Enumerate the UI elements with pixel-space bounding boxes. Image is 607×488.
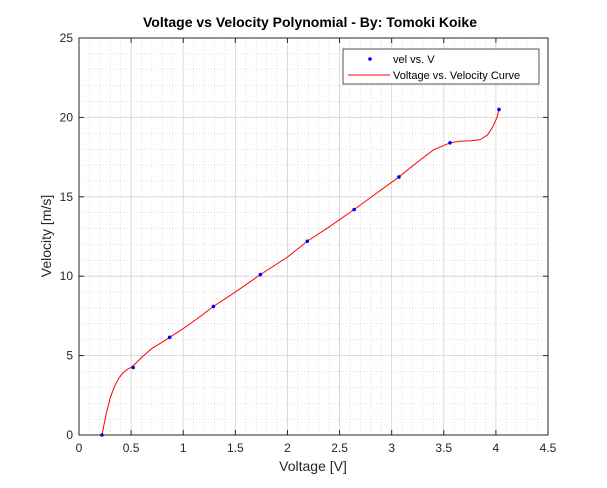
x-axis-label: Voltage [V] bbox=[279, 458, 347, 474]
data-point bbox=[448, 141, 452, 145]
plot-frame bbox=[78, 37, 549, 436]
data-point bbox=[497, 107, 501, 112]
y-tick-label: 10 bbox=[60, 269, 74, 283]
data-point bbox=[258, 272, 263, 277]
x-tick-label: 2.5 bbox=[331, 441, 348, 455]
data-point bbox=[397, 175, 401, 179]
data-point bbox=[352, 207, 356, 212]
series-line-velocity-curve bbox=[101, 109, 500, 436]
y-axis-label: Velocity [m/s] bbox=[38, 195, 54, 277]
chart-title: Voltage vs Velocity Polynomial - By: Tom… bbox=[143, 14, 477, 30]
legend-box bbox=[342, 48, 540, 85]
x-tick-label: 0 bbox=[76, 441, 83, 455]
legend-entry-0: vel vs. V bbox=[393, 54, 435, 66]
series-layer bbox=[100, 107, 501, 437]
y-tick-label: 15 bbox=[60, 190, 74, 204]
data-point bbox=[305, 239, 310, 244]
x-tick-label: 4.5 bbox=[540, 441, 557, 455]
x-tick-label: 0.5 bbox=[123, 441, 140, 455]
y-tick-label: 20 bbox=[60, 110, 74, 124]
y-tick-label: 5 bbox=[66, 349, 73, 363]
x-tick-label: 2 bbox=[284, 441, 291, 455]
legend-marker-icon bbox=[368, 57, 372, 61]
data-point bbox=[131, 365, 135, 370]
y-tick-label: 0 bbox=[66, 428, 73, 442]
y-tick-label: 25 bbox=[60, 31, 74, 45]
data-point bbox=[211, 304, 216, 309]
data-point bbox=[167, 335, 172, 340]
x-tick-label: 1.5 bbox=[227, 441, 244, 455]
x-tick-label: 3 bbox=[388, 441, 395, 455]
x-tick-label: 1 bbox=[180, 441, 187, 455]
axis-ticks: 0 0.5 1 1.5 2 2.5 3 3.5 4 4.5 0 5 10 15 20 25 bbox=[60, 31, 557, 455]
legend-entry-1: Voltage vs. Velocity Curve bbox=[393, 70, 520, 82]
legend: vel vs. V Voltage vs. Velocity Curve bbox=[342, 48, 540, 85]
x-tick-label: 3.5 bbox=[435, 441, 452, 455]
x-tick-label: 4 bbox=[493, 441, 500, 455]
plot-area bbox=[79, 38, 548, 435]
